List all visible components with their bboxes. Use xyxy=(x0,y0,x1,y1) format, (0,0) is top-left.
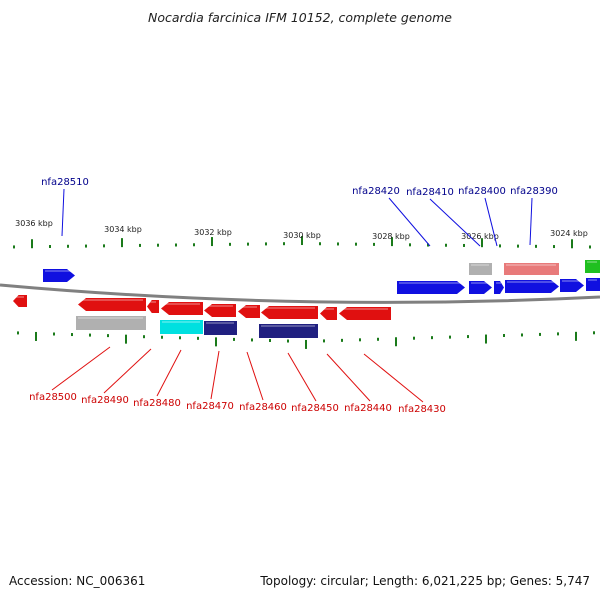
gene-features xyxy=(13,260,600,338)
reverse-gene-arrow xyxy=(238,305,260,318)
reverse-gene-arrow xyxy=(78,298,146,311)
leader-line xyxy=(529,197,533,246)
cds-block-gray xyxy=(469,263,492,275)
leader-line xyxy=(429,198,481,247)
reverse-gene-arrow xyxy=(204,304,236,317)
reverse-gene-label: nfa28500 xyxy=(29,392,77,403)
reverse-gene-label: nfa28440 xyxy=(344,403,392,414)
reverse-gene-label: nfa28450 xyxy=(291,403,339,414)
forward-gene-arrow xyxy=(469,281,492,294)
leader-line xyxy=(287,352,317,402)
scale-label: 3036 kbp xyxy=(15,219,53,228)
label-leader-lines xyxy=(51,188,533,403)
cds-block-cyan xyxy=(160,320,203,334)
forward-gene-arrow xyxy=(560,279,584,292)
reverse-gene-arrow xyxy=(339,307,391,320)
leader-line xyxy=(363,353,424,403)
reverse-gene-arrow xyxy=(13,295,27,307)
leader-line xyxy=(388,197,431,247)
accession-text: Accession: NC_006361 xyxy=(9,574,146,588)
scale-label: 3032 kbp xyxy=(194,228,232,237)
forward-gene-label: nfa28400 xyxy=(458,186,506,197)
gene-labels: nfa28510 nfa28420 nfa28410 nfa28400 nfa28390… xyxy=(29,177,558,415)
scale-label: 3024 kbp xyxy=(550,229,588,238)
cds-block-gray xyxy=(76,316,146,330)
reverse-gene-arrow xyxy=(147,300,159,313)
reverse-gene-arrow xyxy=(320,307,337,320)
leader-line xyxy=(484,197,498,247)
reverse-gene-arrow xyxy=(161,302,203,315)
leader-line xyxy=(156,349,182,397)
cds-block-navy xyxy=(204,321,237,335)
forward-gene-label: nfa28390 xyxy=(510,186,558,197)
map-title: Nocardia farcinica IFM 10152, complete g… xyxy=(148,10,452,25)
scale-ticks-top xyxy=(13,236,591,249)
forward-gene-label: nfa28410 xyxy=(406,187,454,198)
reverse-gene-label: nfa28480 xyxy=(133,398,181,409)
forward-gene-arrow xyxy=(397,281,465,294)
leader-line xyxy=(51,346,111,391)
forward-gene-arrow xyxy=(494,281,504,294)
reverse-gene-label: nfa28490 xyxy=(81,395,129,406)
reverse-gene-arrow xyxy=(261,306,318,319)
reverse-gene-label: nfa28460 xyxy=(239,402,287,413)
scale-label: 3026 kbp xyxy=(461,232,499,241)
cds-block-navy xyxy=(259,324,318,338)
scale-ticks-bottom xyxy=(17,331,595,349)
reverse-gene-label: nfa28430 xyxy=(398,404,446,415)
cds-block-pink xyxy=(504,263,559,275)
reverse-gene-label: nfa28470 xyxy=(186,401,234,412)
forward-gene-arrow xyxy=(505,280,559,293)
genome-summary-text: Topology: circular; Length: 6,021,225 bp… xyxy=(260,574,590,588)
forward-gene-label: nfa28420 xyxy=(352,186,400,197)
leader-line xyxy=(61,188,65,237)
leader-line xyxy=(326,353,371,402)
scale-label: 3034 kbp xyxy=(104,225,142,234)
leader-line xyxy=(103,348,152,394)
scale-label: 3030 kbp xyxy=(283,231,321,240)
scale-label: 3028 kbp xyxy=(372,232,410,241)
leader-line xyxy=(246,351,264,401)
leader-line xyxy=(210,350,220,400)
genome-backbone xyxy=(0,283,600,304)
forward-gene-arrow xyxy=(43,269,75,282)
cds-block-green xyxy=(585,260,600,273)
forward-gene-arrow xyxy=(586,278,600,291)
scale-labels: 3036 kbp 3034 kbp 3032 kbp 3030 kbp 3028 kbp… xyxy=(15,219,588,241)
forward-gene-label: nfa28510 xyxy=(41,177,89,188)
